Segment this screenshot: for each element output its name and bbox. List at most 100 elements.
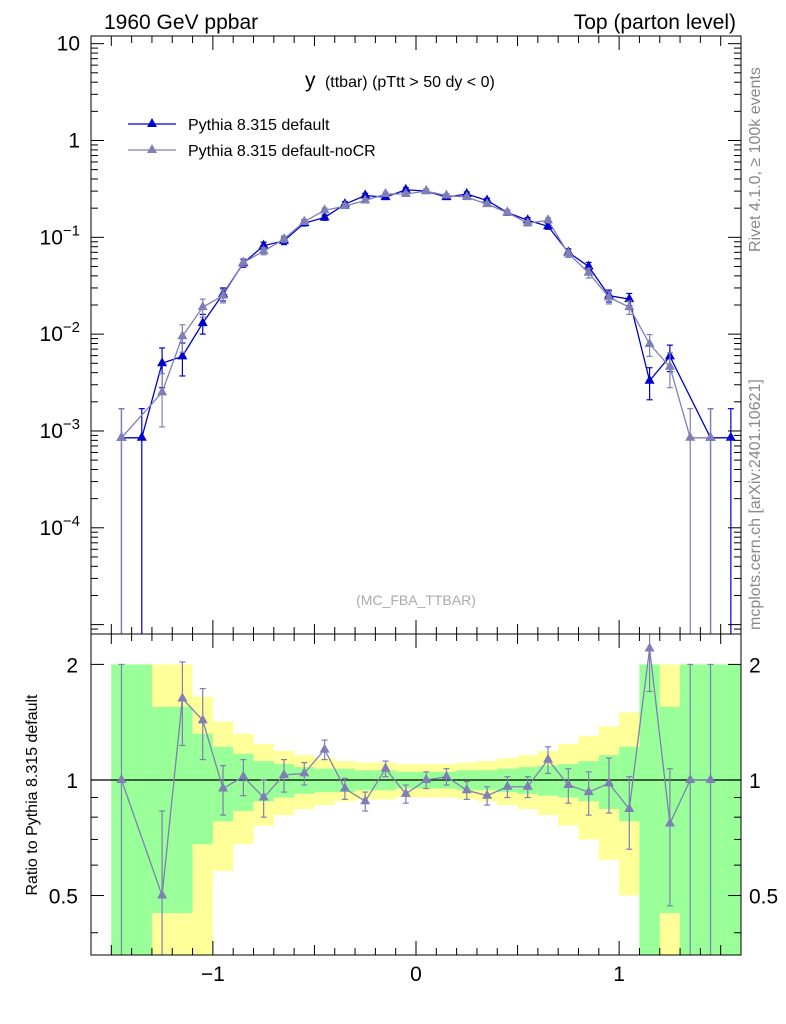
x-tick-label: −1 xyxy=(201,963,225,986)
data-point-nocr xyxy=(421,185,432,195)
ratio-data-point xyxy=(502,780,513,790)
data-point-nocr xyxy=(238,256,249,266)
data-point-nocr xyxy=(177,330,188,340)
ratio-plot-area xyxy=(91,634,741,955)
legend-entry-default: Pythia 8.315 default xyxy=(128,117,330,134)
ratio-data-point xyxy=(278,769,289,779)
data-point-nocr xyxy=(218,289,229,299)
data-point-default xyxy=(157,357,168,367)
y-tick-base: 10 xyxy=(57,33,80,56)
data-point-default xyxy=(258,239,269,249)
ratio-data-point xyxy=(644,642,655,652)
legend-label-default: Pythia 8.315 default xyxy=(188,117,330,134)
data-point-nocr xyxy=(278,233,289,243)
data-point-default xyxy=(583,260,594,270)
x-tick-label: 1 xyxy=(613,963,625,986)
y-tick-exp: −3 xyxy=(63,416,80,433)
data-point-default xyxy=(360,189,371,199)
legend: Pythia 8.315 default Pythia 8.315 defaul… xyxy=(128,117,376,160)
ratio-data-point xyxy=(319,743,330,753)
data-point-nocr xyxy=(685,431,696,441)
ratio-data-point xyxy=(360,795,371,805)
ratio-data-point xyxy=(177,692,188,702)
ratio-data-point xyxy=(441,770,452,780)
data-point-nocr xyxy=(482,198,493,208)
band-green xyxy=(192,733,213,845)
data-point-nocr xyxy=(116,431,127,441)
data-point-nocr xyxy=(380,188,391,198)
y-tick-label: 10−4 xyxy=(40,513,80,540)
side-label-top: Rivet 4.1.0, ≥ 100k events xyxy=(747,67,764,252)
data-point-nocr xyxy=(360,194,371,204)
y-tick-base: 10 xyxy=(40,517,63,540)
band-green xyxy=(131,664,152,955)
side-label-bottom: mcplots.cern.ch [arXiv:2401.10621] xyxy=(747,379,764,630)
ratio-data-point xyxy=(624,803,635,813)
data-point-nocr xyxy=(441,189,452,199)
ratio-data-point xyxy=(705,773,716,783)
y-tick-label: 10−1 xyxy=(40,222,80,249)
ratio-data-point xyxy=(685,773,696,783)
data-point-nocr xyxy=(583,266,594,276)
y-tick-base: 10 xyxy=(40,420,63,443)
ratio-data-point xyxy=(157,889,168,899)
ratio-data-point xyxy=(197,714,208,724)
data-point-nocr xyxy=(258,245,269,255)
series-line-default xyxy=(121,189,731,439)
data-point-nocr xyxy=(664,360,675,370)
band-green xyxy=(172,706,193,914)
ratio-data-point xyxy=(543,753,554,763)
data-point-nocr xyxy=(522,217,533,227)
data-point-nocr xyxy=(543,214,554,224)
data-point-default xyxy=(177,350,188,360)
data-point-default xyxy=(725,431,736,441)
data-point-default xyxy=(644,374,655,384)
y-tick-label: 1 xyxy=(68,129,80,152)
data-point-nocr xyxy=(705,431,716,441)
ratio-uncertainty-bands xyxy=(111,664,741,955)
ratio-y-tick-label-left: 2 xyxy=(66,654,78,677)
ratio-axes: 0.5 0.5 1 1 2 2 −1 0 1 xyxy=(49,633,778,986)
data-point-nocr xyxy=(339,200,350,210)
analysis-watermark: (MC_FBA_TTBAR) xyxy=(356,592,476,608)
data-point-nocr xyxy=(157,386,168,396)
ratio-data-point xyxy=(116,773,127,783)
data-point-default xyxy=(136,431,147,441)
ratio-data-point xyxy=(258,791,269,801)
y-tick-base: 10 xyxy=(40,323,63,346)
y-tick-label: 10−3 xyxy=(40,416,80,443)
data-point-nocr xyxy=(319,204,330,214)
ratio-data-point xyxy=(563,779,574,789)
ratio-data-point xyxy=(461,784,472,794)
ratio-y-tick-label-right: 0.5 xyxy=(749,886,778,909)
legend-marker-default xyxy=(147,118,157,127)
y-tick-label: 10−2 xyxy=(40,319,80,346)
ratio-data-point xyxy=(400,787,411,797)
ratio-y-tick-label-right: 1 xyxy=(749,770,761,793)
ratio-data-point xyxy=(421,773,432,783)
band-green xyxy=(537,765,559,796)
plot-title: y (ttbar) (pTtt > 50 dy < 0) xyxy=(305,69,495,92)
ratio-data-point xyxy=(238,770,249,780)
data-point-nocr xyxy=(197,301,208,311)
y-tick-exp: −1 xyxy=(63,222,80,239)
main-plot-area xyxy=(116,183,736,634)
y-tick-base: 1 xyxy=(68,129,80,152)
ratio-data-point xyxy=(522,780,533,790)
data-point-nocr xyxy=(461,191,472,201)
header-right: Top (parton level) xyxy=(574,11,736,34)
ratio-data-point xyxy=(218,782,229,792)
data-point-nocr xyxy=(299,215,310,225)
x-tick-label: 0 xyxy=(410,963,422,986)
ratio-data-point xyxy=(380,762,391,772)
data-point-default xyxy=(543,220,554,230)
plot-title-main: y xyxy=(305,69,316,92)
legend-marker-nocr xyxy=(147,144,157,153)
ratio-data-point xyxy=(664,817,675,827)
y-tick-exp: −2 xyxy=(63,319,80,336)
ratio-data-point xyxy=(603,777,614,787)
ratio-y-axis-label: Ratio to Pythia 8.315 default xyxy=(24,694,41,896)
ratio-data-point xyxy=(339,782,350,792)
